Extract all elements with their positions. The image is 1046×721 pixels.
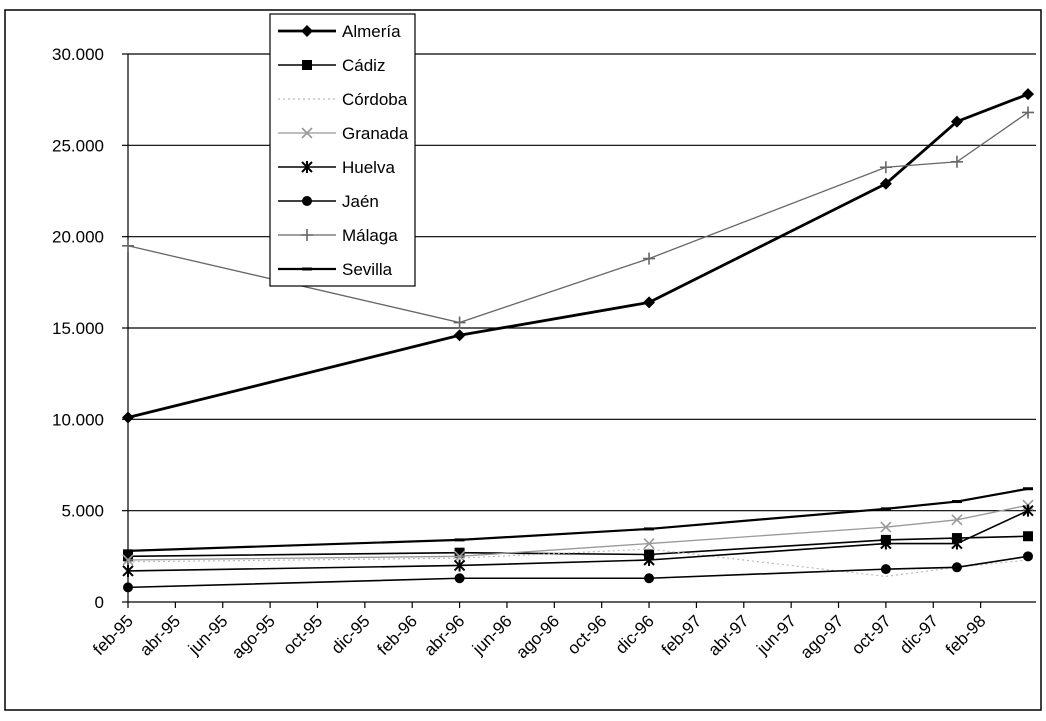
data-point-marker — [1023, 487, 1033, 490]
legend-label: Almería — [342, 22, 401, 41]
data-point-marker — [1023, 531, 1033, 541]
y-tick-label: 10.000 — [52, 410, 104, 429]
data-point-marker — [455, 538, 465, 541]
data-point-marker — [881, 564, 891, 574]
data-point-marker — [881, 507, 891, 510]
data-point-marker — [302, 196, 312, 206]
data-point-marker — [302, 60, 312, 70]
legend-label: Cádiz — [342, 56, 385, 75]
legend-label: Huelva — [342, 158, 395, 177]
data-point-marker — [1023, 551, 1033, 561]
y-tick-label: 15.000 — [52, 319, 104, 338]
legend-box — [270, 14, 415, 286]
legend-label: Sevilla — [342, 260, 393, 279]
y-tick-label: 25.000 — [52, 136, 104, 155]
data-point-marker — [455, 573, 465, 583]
data-point-marker — [644, 573, 654, 583]
legend: Almería Cádiz Córdoba Granada Huelva Jaén Mála… — [270, 14, 415, 286]
data-point-marker — [302, 268, 312, 271]
y-tick-label: 30.000 — [52, 45, 104, 64]
y-tick-label: 5.000 — [61, 502, 104, 521]
legend-label: Granada — [342, 124, 409, 143]
legend-label: Jaén — [342, 192, 379, 211]
legend-label: Córdoba — [342, 90, 408, 109]
data-point-marker — [952, 562, 962, 572]
data-point-marker — [952, 500, 962, 503]
data-point-marker — [123, 549, 133, 552]
legend-label: Málaga — [342, 226, 398, 245]
y-tick-label: 0 — [95, 593, 104, 612]
data-point-marker — [644, 527, 654, 530]
y-tick-label: 20.000 — [52, 228, 104, 247]
data-point-marker — [123, 582, 133, 592]
